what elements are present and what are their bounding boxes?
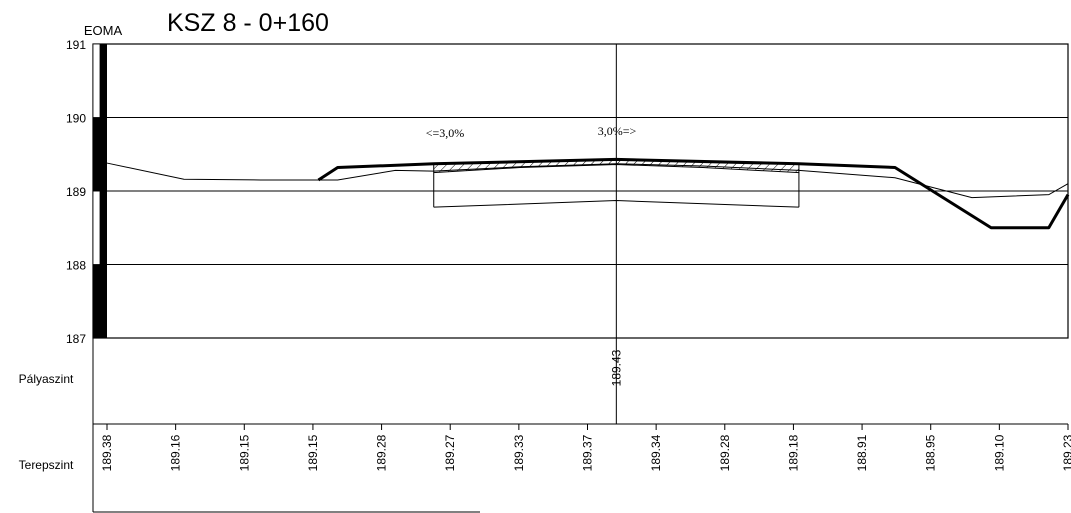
terrain-level-value: 189.23 (1061, 434, 1071, 471)
terrain-level-value: 189.33 (512, 434, 526, 471)
design-level-row-label: Pályaszint (19, 372, 74, 386)
terrain-level-values: 189.38 189.16 189.15 189.15 189.28 189.27 189.… (100, 424, 1071, 471)
grid-lines (93, 117, 1068, 265)
terrain-line (106, 162, 1069, 199)
design-level-values: 189.43 (609, 349, 623, 386)
terrain-level-value: 189.37 (581, 434, 595, 471)
terrain-level-row-label: Terepszint (19, 458, 74, 472)
terrain-level-value: 188.95 (924, 434, 938, 471)
terrain-level-value: 189.28 (718, 434, 732, 471)
terrain-level-value: 189.27 (443, 434, 457, 471)
y-tick-label: 187 (66, 332, 86, 346)
terrain-level-value: 189.28 (375, 434, 389, 471)
terrain-level-value: 189.16 (169, 434, 183, 471)
terrain-level-value: 189.38 (100, 434, 114, 471)
right-slope-annotation: 3,0%=> (598, 124, 637, 138)
terrain-level-value: 188.91 (855, 434, 869, 471)
scale-bar-inner (100, 44, 107, 338)
y-axis-labels: 191 190 189 188 187 (66, 38, 86, 346)
section-title: KSZ 8 - 0+160 (167, 9, 329, 37)
terrain-level-value: 189.34 (649, 434, 663, 471)
scale-bar-segment (92, 264, 101, 339)
y-tick-label: 191 (66, 38, 86, 52)
profile-lines (106, 44, 1070, 424)
scale-bar-segment (92, 43, 101, 118)
terrain-level-value: 189.10 (992, 434, 1006, 471)
y-tick-label: 190 (66, 112, 86, 126)
design-level-value: 189.43 (609, 349, 623, 386)
terrain-level-value: 189.15 (237, 434, 251, 471)
y-tick-label: 189 (66, 185, 86, 199)
terrain-level-value: 189.18 (786, 434, 800, 471)
scale-bar-segment (92, 190, 101, 265)
design-line (317, 157, 1070, 230)
datum-label: EOMA (84, 23, 123, 38)
left-slope-annotation: <=3,0% (426, 126, 465, 140)
scale-bar-segment (92, 117, 101, 192)
terrain-level-value: 189.15 (306, 434, 320, 471)
elevation-scale-bar (92, 43, 107, 339)
y-tick-label: 188 (66, 259, 86, 273)
